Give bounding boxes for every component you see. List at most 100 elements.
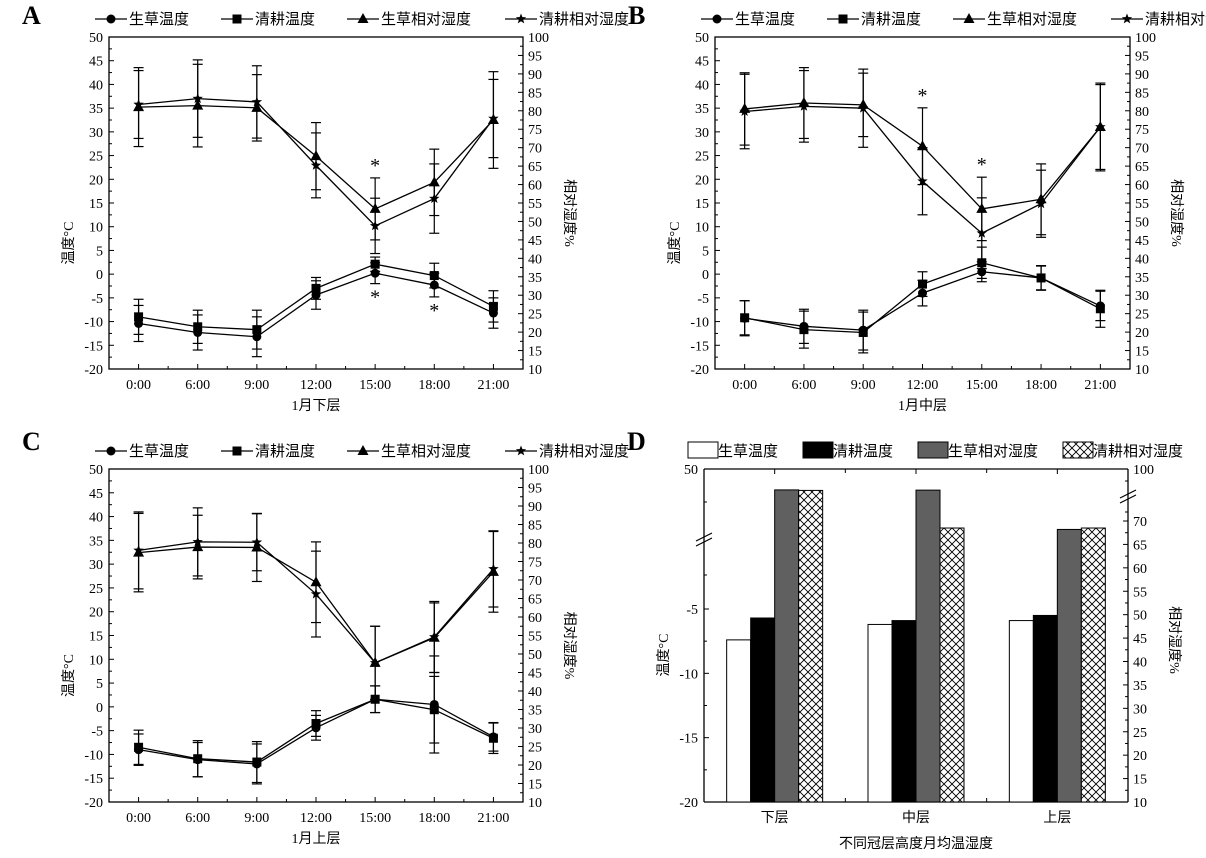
y-tick-label: 25 — [89, 150, 103, 165]
y-tick-label: 10 — [89, 221, 103, 236]
legend-label: 清耕温度 — [833, 442, 893, 460]
data-point — [370, 259, 380, 269]
y-tick-label: -20 — [84, 363, 103, 378]
y-axis-title: 温度°C — [656, 634, 672, 677]
data-point — [976, 227, 987, 238]
y2-tick-label: 85 — [528, 86, 542, 101]
x-tick-label: 12:00 — [300, 811, 332, 826]
y2-tick-label: 75 — [528, 556, 542, 571]
y2-tick-label: 20 — [1135, 326, 1149, 341]
y-tick-label: 45 — [695, 55, 709, 70]
y2-tick-label: 45 — [528, 667, 542, 682]
legend-item: 生草温度 — [95, 443, 189, 460]
y2-tick-label: 65 — [1133, 538, 1147, 553]
y-tick-label: 15 — [89, 630, 103, 645]
series-star — [739, 68, 1106, 270]
panel-C: C 生草温度 清耕温度 生草相对湿度 清耕相对湿度 -20 -15 -10 -5 0 5 10 15 20… — [22, 427, 629, 847]
data-point — [1095, 304, 1105, 314]
y2-tick-label: 50 — [1135, 215, 1149, 230]
legend-marker-circle-icon — [712, 14, 722, 24]
y2-tick-label: 90 — [1135, 68, 1149, 83]
y2-tick-label: 55 — [1135, 197, 1149, 212]
y-tick-label: 5 — [96, 244, 103, 259]
bar — [891, 620, 917, 803]
x-axis-title: 不同冠层高度月均温湿度 — [839, 835, 993, 852]
y2-tick-label: 20 — [528, 326, 542, 341]
y2-tick-label: 60 — [528, 611, 542, 626]
x-tick-label: 0:00 — [126, 378, 151, 393]
y-tick-label: 20 — [89, 606, 103, 621]
data-point — [488, 563, 499, 574]
y-tick-label: 30 — [695, 126, 709, 141]
y-tick-label: 20 — [695, 173, 709, 188]
x-tick-label: 15:00 — [966, 378, 998, 393]
y-tick-label: 10 — [695, 221, 709, 236]
panel-letter: C — [22, 427, 41, 456]
panel-A: A 生草温度 清耕温度 生草相对湿度 清耕相对湿度 -20 -15 -10 -5 0 5 10 15 20… — [22, 1, 629, 414]
y-axis-title: 温度°C — [667, 222, 683, 265]
y2-tick-label: 75 — [528, 123, 542, 138]
legend-swatch-icon — [802, 441, 834, 459]
bar — [1008, 620, 1034, 803]
y-tick-label: 50 — [684, 463, 698, 478]
data-point — [251, 536, 263, 547]
legend-marker-square-icon — [838, 14, 848, 24]
y2-tick-label: 70 — [528, 574, 542, 589]
y2-tick-label: 85 — [528, 519, 542, 534]
legend-label: 生草温度 — [735, 11, 795, 28]
data-point — [798, 100, 810, 111]
x-tick-label: 上层 — [1043, 810, 1071, 826]
y-tick-label: -5 — [91, 292, 103, 307]
panel-letter: B — [628, 1, 645, 30]
y2-tick-label: 15 — [528, 345, 542, 360]
y-tick-label: 45 — [89, 55, 103, 70]
bar — [867, 623, 893, 803]
panel-D: D 生草温度 清耕温度 生草相对湿度 清耕相对湿度 -20 -15 -10 -5 50 10 15 20… — [627, 427, 1183, 852]
legend-item: 生草温度 — [95, 11, 189, 28]
y2-tick-label: 80 — [528, 105, 542, 120]
y2-tick-label: 60 — [1135, 179, 1149, 194]
legend-marker-square-icon — [232, 14, 242, 24]
data-point — [310, 588, 322, 599]
data-point — [917, 175, 928, 186]
legend-item: 清耕温度 — [802, 441, 893, 460]
legend-marker-circle-icon — [106, 446, 116, 456]
x-tick-label: 6:00 — [791, 378, 816, 393]
y-tick-label: -15 — [690, 339, 709, 354]
bar — [1080, 527, 1106, 803]
legend-marker-triangle-icon — [963, 13, 975, 23]
legend-item: 生草温度 — [687, 441, 778, 460]
y-tick-label: 25 — [89, 582, 103, 597]
y-tick-label: 50 — [89, 463, 103, 478]
y2-axis-title: 相对湿度% — [1168, 179, 1184, 247]
legend-marker-square-icon — [232, 446, 242, 456]
bar — [915, 489, 941, 803]
legend-label: 清耕温度 — [861, 10, 921, 28]
y2-tick-label: 45 — [528, 234, 542, 249]
y2-tick-label: 35 — [1135, 271, 1149, 286]
y-tick-label: -5 — [91, 725, 103, 740]
legend-swatch-icon — [687, 441, 719, 459]
x-tick-label: 18:00 — [1025, 378, 1057, 393]
y2-tick-label: 15 — [1135, 345, 1149, 360]
y-tick-label: 30 — [89, 558, 103, 573]
y-tick-label: -5 — [697, 292, 709, 307]
legend-marker-star-icon — [1121, 13, 1133, 24]
legend-label: 生草温度 — [718, 443, 778, 460]
data-point — [252, 325, 262, 335]
data-point — [369, 220, 381, 231]
data-point — [918, 279, 927, 289]
x-tick-label: 18:00 — [418, 811, 450, 826]
y2-tick-label: 50 — [528, 648, 542, 663]
y2-tick-label: 95 — [528, 482, 542, 497]
legend-item: 清耕温度 — [221, 442, 315, 460]
y2-tick-label: 40 — [528, 252, 542, 267]
legend-item: 清耕温度 — [221, 10, 315, 28]
y2-tick-label: 80 — [528, 537, 542, 552]
legend-item: 生草相对湿度 — [347, 443, 471, 460]
y-tick-label: 5 — [96, 677, 103, 692]
data-point — [1095, 121, 1106, 132]
y2-tick-label: 65 — [528, 593, 542, 608]
y2-tick-label: 65 — [1135, 160, 1149, 175]
y-tick-label: -10 — [679, 667, 698, 682]
